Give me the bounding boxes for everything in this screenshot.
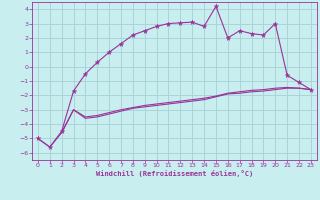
X-axis label: Windchill (Refroidissement éolien,°C): Windchill (Refroidissement éolien,°C) bbox=[96, 170, 253, 177]
